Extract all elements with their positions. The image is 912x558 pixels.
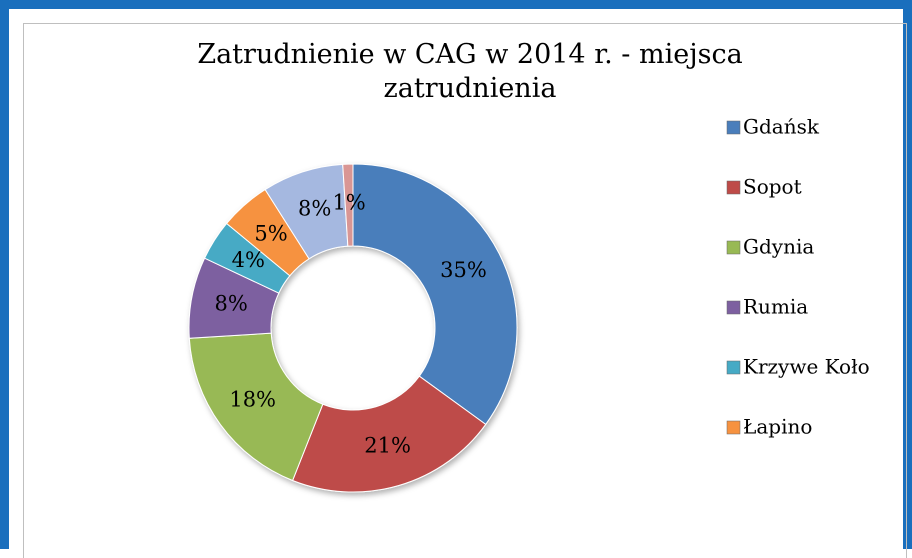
data-label: 8% (215, 291, 248, 315)
data-label: 35% (440, 258, 487, 282)
data-label: 18% (229, 387, 276, 411)
data-label: 5% (254, 221, 287, 245)
donut-slice (188, 332, 324, 482)
data-label: 21% (364, 434, 411, 458)
donut (188, 163, 518, 493)
legend-label: Krzywe Koło (743, 355, 870, 379)
donut-slice (291, 375, 487, 493)
legend-label: Gdańsk (743, 115, 820, 139)
data-label: 4% (232, 248, 265, 272)
legend-swatch (726, 420, 741, 435)
data-label: 8% (298, 197, 331, 221)
data-label: 1% (332, 191, 365, 215)
legend-label: Gdynia (743, 235, 814, 259)
legend-swatch (726, 360, 741, 375)
legend-swatch (726, 180, 741, 195)
donut-slice (342, 163, 354, 247)
legend-label: Łapino (743, 415, 812, 439)
legend-swatch (726, 300, 741, 315)
chart-title: Zatrudnienie w CAG w 2014 r. - miejsca z… (197, 39, 743, 104)
legend-label: Rumia (743, 295, 808, 319)
chart-area (23, 23, 907, 558)
legend-swatch (726, 240, 741, 255)
legend-label: Sopot (743, 175, 802, 199)
legend-swatch (726, 120, 741, 135)
donut-slice (352, 163, 518, 426)
